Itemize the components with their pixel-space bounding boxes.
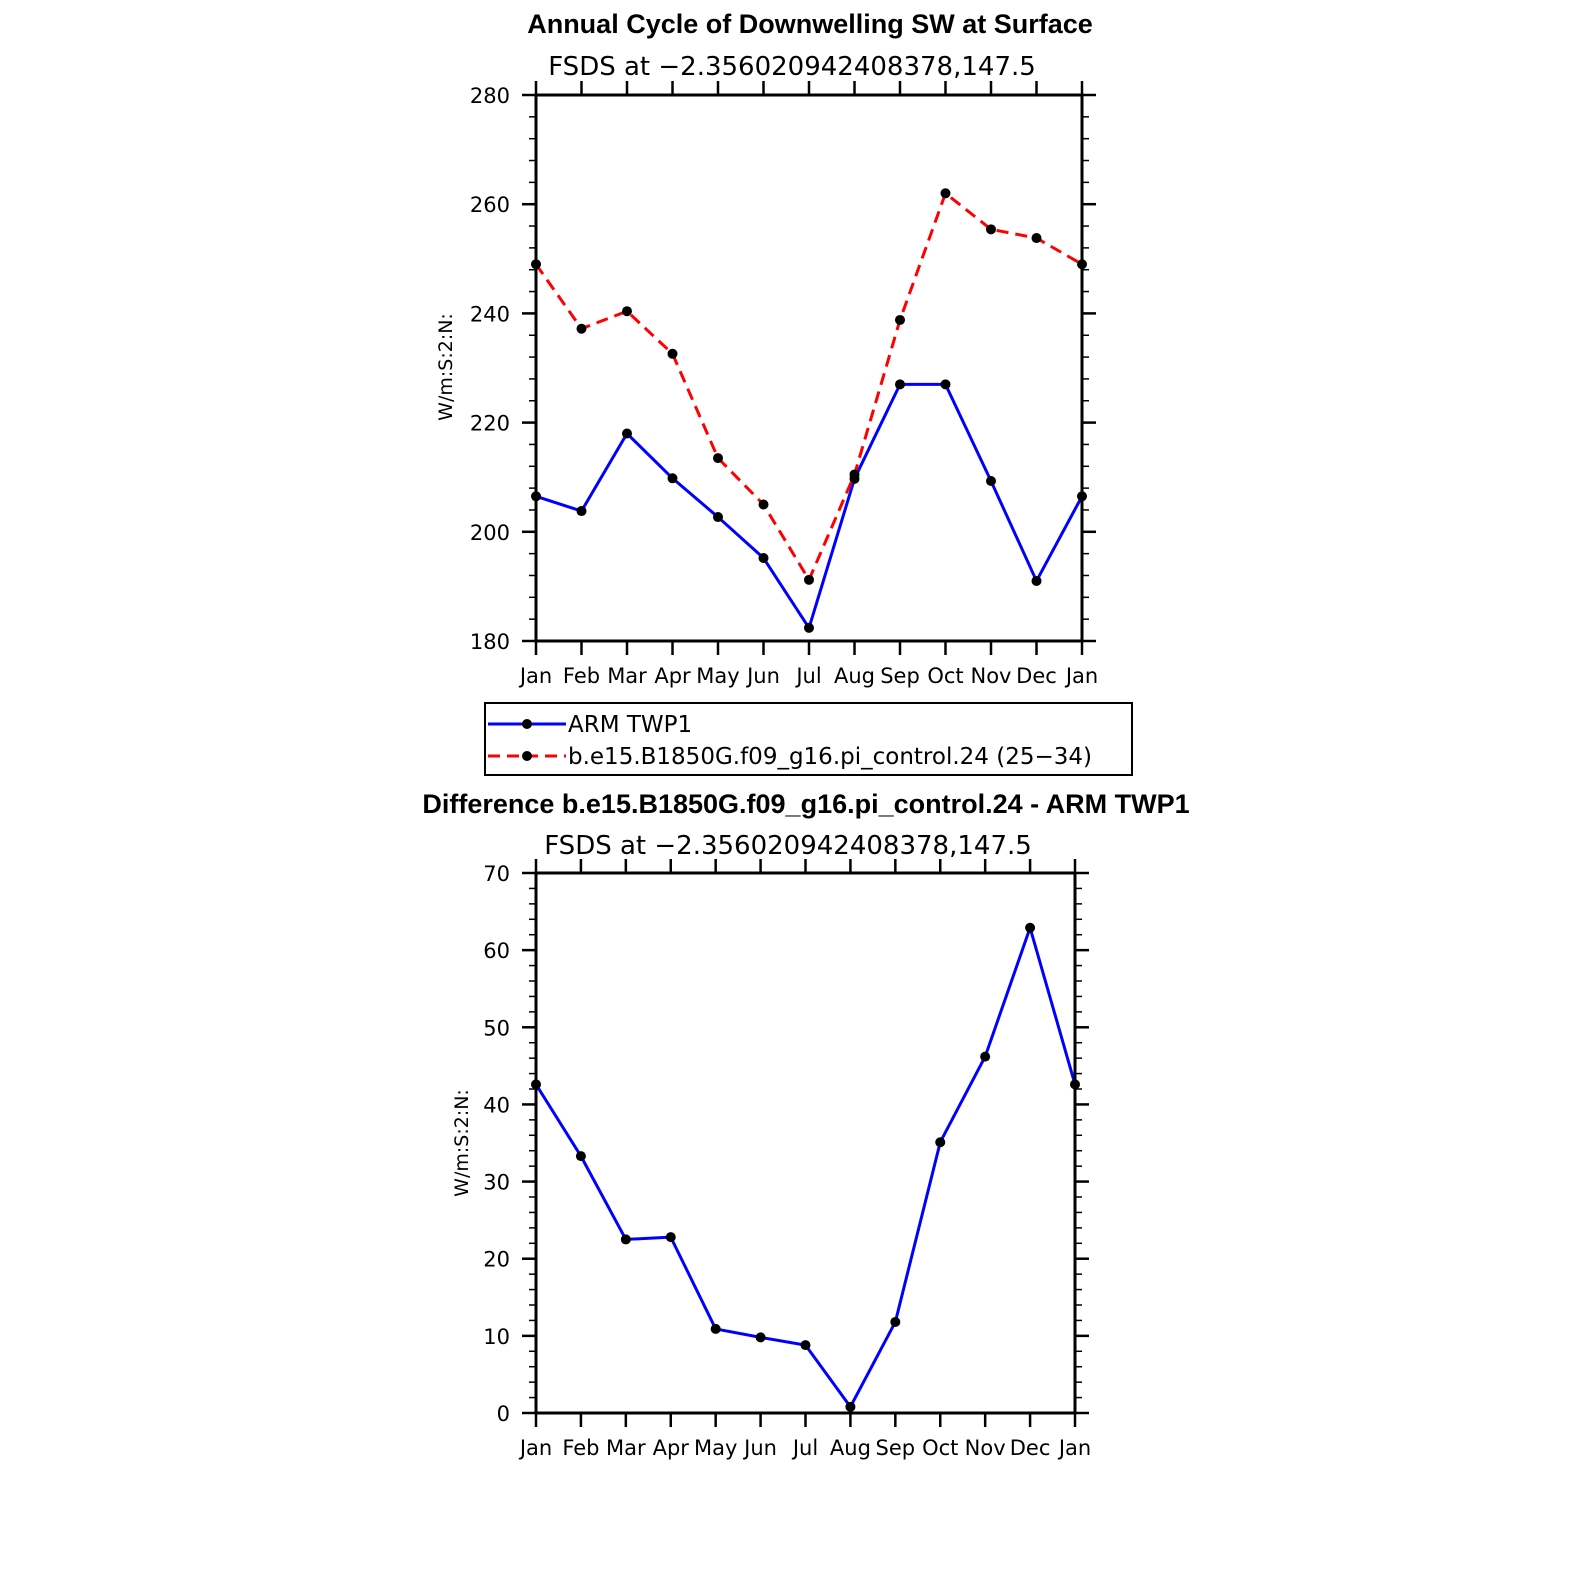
y-tick-label: 200 xyxy=(470,521,510,545)
legend-box xyxy=(484,702,1133,776)
y-tick-label: 260 xyxy=(470,193,510,217)
data-point xyxy=(849,469,860,480)
data-point xyxy=(804,622,814,633)
y-tick-label: 50 xyxy=(483,1016,510,1040)
data-point xyxy=(1031,233,1042,244)
data-point xyxy=(890,1316,901,1327)
y-tick-label: 40 xyxy=(483,1093,510,1117)
data-point xyxy=(758,553,769,564)
data-point xyxy=(758,499,769,510)
series-line-0 xyxy=(534,926,1077,1409)
data-point xyxy=(1031,575,1042,586)
data-point xyxy=(895,379,905,390)
x-tick-label: Jan xyxy=(1064,664,1098,688)
y-tick-label: 280 xyxy=(470,84,510,108)
series-line-1 xyxy=(534,191,1083,582)
data-point xyxy=(620,1234,631,1245)
x-tick-label: Jun xyxy=(742,1436,777,1460)
legend-label-model: b.e15.B1850G.f09_g16.pi_control.24 (25−3… xyxy=(568,744,1092,770)
data-point xyxy=(895,314,905,325)
data-point xyxy=(845,1401,856,1412)
chart1-title: Annual Cycle of Downwelling SW at Surfac… xyxy=(527,9,1093,39)
chart1-legend: ARM TWP1 b.e15.B1850G.f09_g16.pi_control… xyxy=(484,702,1133,776)
x-tick-label: Oct xyxy=(927,664,963,688)
x-tick-label: May xyxy=(696,664,739,688)
x-tick-label: Jan xyxy=(518,664,552,688)
x-tick-label: Sep xyxy=(876,1436,916,1460)
chart2-x-tick-labels: Jan Feb Mar Apr May Jun Jul Aug Sep Oct Nov Dec Jan xyxy=(518,1436,1091,1460)
y-tick-label: 0 xyxy=(497,1402,510,1426)
legend-marker-model xyxy=(522,751,532,761)
x-tick-label: Jun xyxy=(745,664,780,688)
x-tick-label: Oct xyxy=(922,1436,958,1460)
x-tick-label: Feb xyxy=(562,1436,599,1460)
x-tick-label: Sep xyxy=(880,664,920,688)
x-tick-label: Feb xyxy=(563,664,600,688)
y-tick-label: 220 xyxy=(470,412,510,436)
data-point xyxy=(576,323,587,334)
data-point xyxy=(576,506,587,517)
chart2-plot-frame xyxy=(534,871,1077,1415)
x-tick-label: Jan xyxy=(1057,1436,1091,1460)
x-tick-label: Mar xyxy=(606,1436,646,1460)
chart2-series xyxy=(531,922,1080,1412)
annual-cycle-chart: Annual Cycle of Downwelling SW at Surfac… xyxy=(435,9,1098,688)
chart1-x-tick-labels: Jan Feb Mar Apr May Jun Jul Aug Sep Oct Nov Dec Jan xyxy=(518,664,1098,688)
data-point xyxy=(935,1137,946,1148)
x-tick-label: Nov xyxy=(971,664,1012,688)
legend-marker-arm xyxy=(522,719,532,729)
x-tick-label: Aug xyxy=(830,1436,871,1460)
data-point xyxy=(986,476,996,487)
x-tick-label: Aug xyxy=(834,664,875,688)
chart2-ylabel: W/m:S:2:N: xyxy=(451,1089,473,1197)
data-point xyxy=(665,1232,676,1243)
chart1-y-tick-labels: 180 200 220 240 260 280 xyxy=(470,84,510,654)
chart2-title: Difference b.e15.B1850G.f09_g16.pi_contr… xyxy=(422,789,1189,819)
chart1-series xyxy=(531,188,1087,633)
data-point xyxy=(804,574,814,585)
chart1-ticks xyxy=(522,81,1096,655)
legend-label-arm: ARM TWP1 xyxy=(568,712,692,738)
data-point xyxy=(800,1340,811,1351)
y-tick-label: 70 xyxy=(483,862,510,886)
y-tick-label: 10 xyxy=(483,1325,510,1349)
data-point xyxy=(940,379,951,390)
x-tick-label: May xyxy=(694,1436,737,1460)
x-tick-label: Apr xyxy=(653,1436,690,1460)
chart2-y-tick-labels: 0 10 20 30 40 50 60 70 xyxy=(483,862,510,1426)
data-point xyxy=(940,188,951,199)
chart1-ylabel: W/m:S:2:N: xyxy=(435,313,457,421)
y-tick-label: 180 xyxy=(470,630,510,654)
data-point xyxy=(986,224,996,235)
data-point xyxy=(980,1051,991,1062)
x-tick-label: Dec xyxy=(1016,664,1057,688)
data-point xyxy=(713,512,723,523)
data-point xyxy=(622,306,632,317)
data-point xyxy=(622,428,632,439)
y-tick-label: 240 xyxy=(470,302,510,326)
data-point xyxy=(713,453,723,464)
data-point xyxy=(575,1151,586,1162)
data-point xyxy=(667,473,678,484)
y-tick-label: 20 xyxy=(483,1248,510,1272)
x-tick-label: Apr xyxy=(654,664,691,688)
y-tick-label: 60 xyxy=(483,939,510,963)
difference-chart: Difference b.e15.B1850G.f09_g16.pi_contr… xyxy=(422,789,1189,1460)
chart1-plot-frame xyxy=(534,93,1084,643)
x-tick-label: Mar xyxy=(607,664,647,688)
x-tick-label: Jul xyxy=(791,1436,818,1460)
data-point xyxy=(710,1323,721,1334)
x-tick-label: Dec xyxy=(1010,1436,1051,1460)
x-tick-label: Jul xyxy=(794,664,821,688)
chart1-subtitle: FSDS at −2.356020942408378,147.5 xyxy=(548,52,1036,82)
data-point xyxy=(755,1332,766,1343)
chart2-subtitle: FSDS at −2.356020942408378,147.5 xyxy=(544,831,1032,861)
x-tick-label: Nov xyxy=(965,1436,1006,1460)
data-point xyxy=(667,348,678,359)
y-tick-label: 30 xyxy=(483,1171,510,1195)
data-point xyxy=(1025,922,1036,933)
x-tick-label: Jan xyxy=(518,1436,552,1460)
series-line-0 xyxy=(535,382,1084,630)
